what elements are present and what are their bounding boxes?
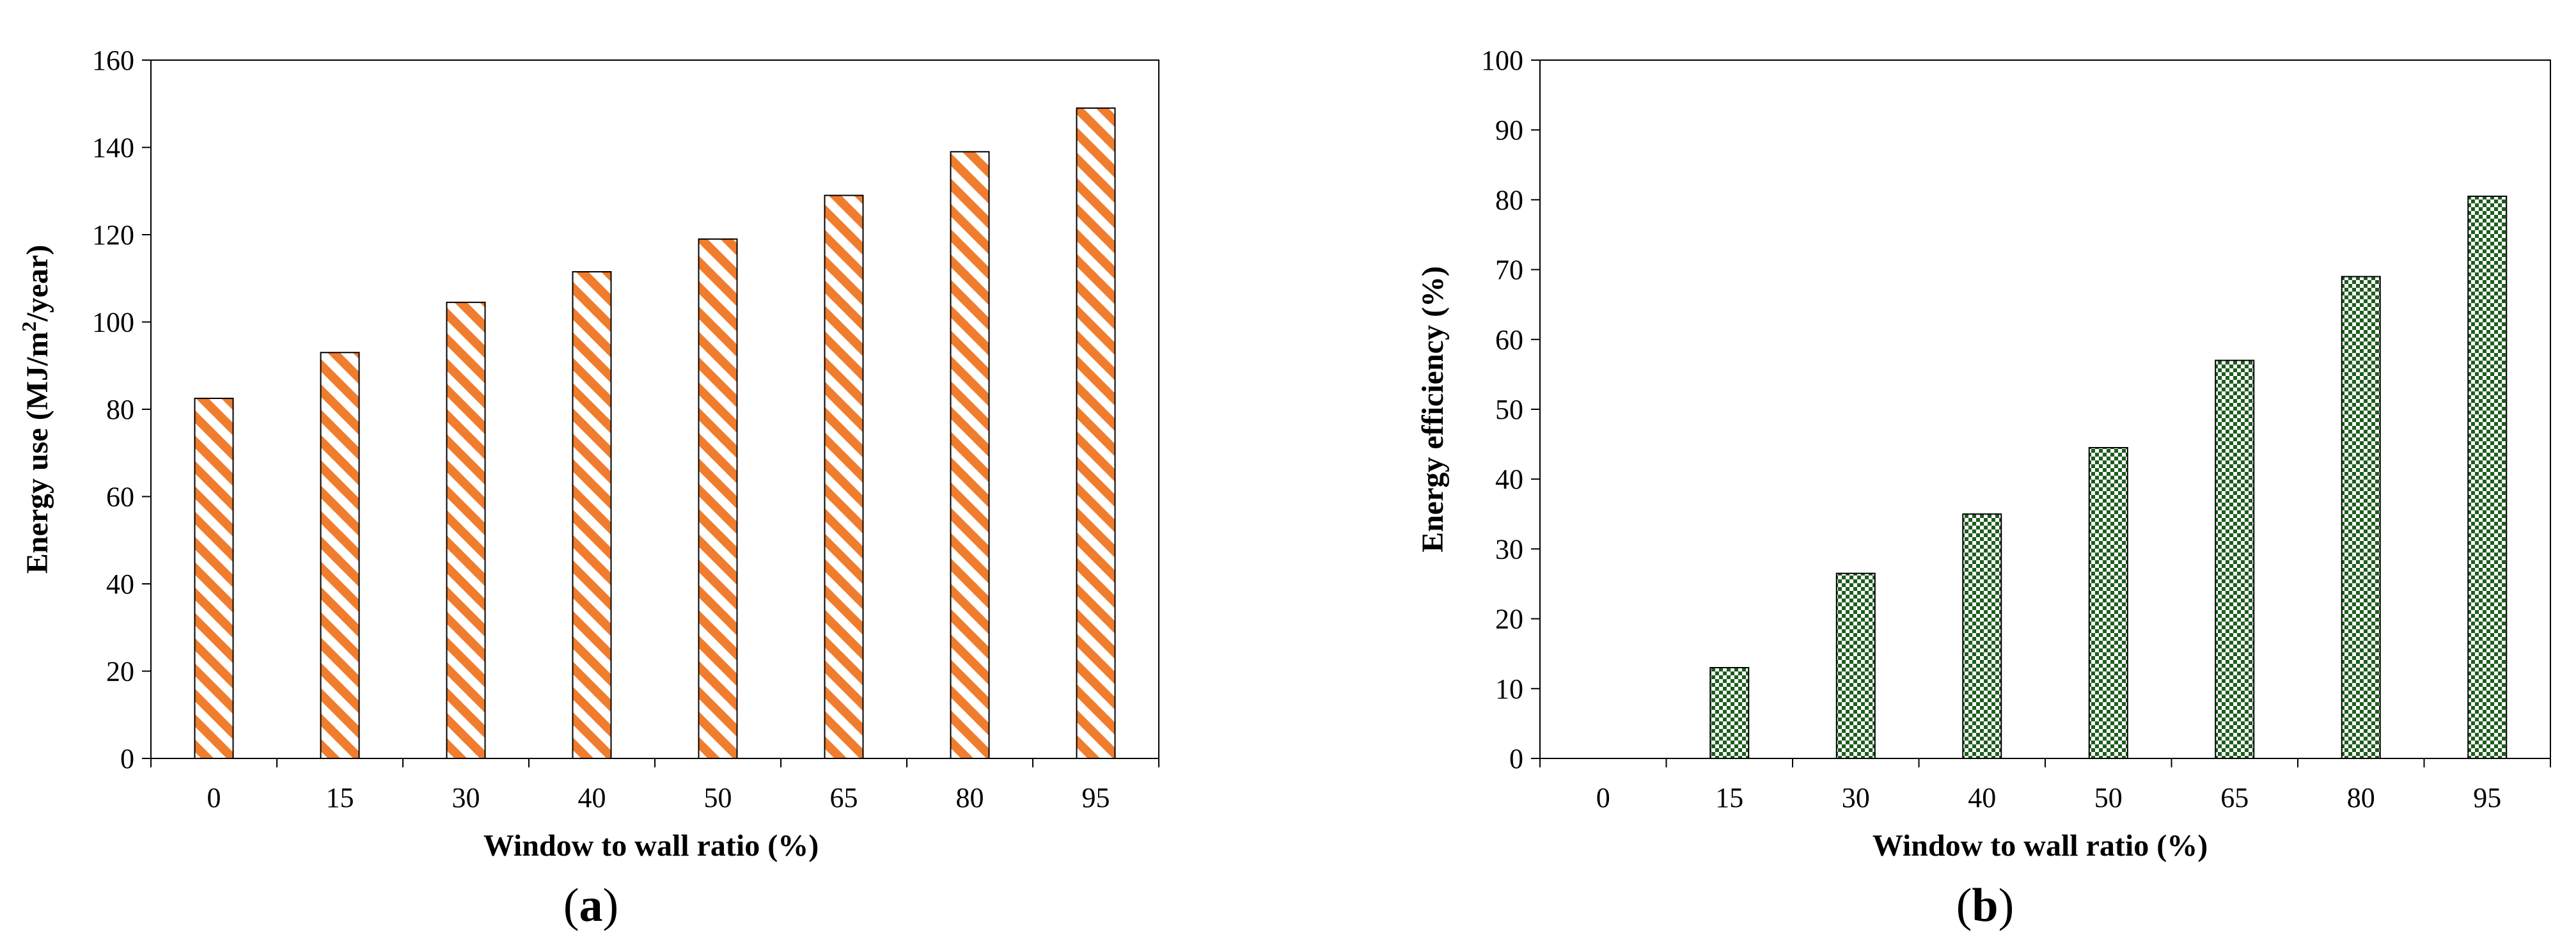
- bar-a-80: [950, 151, 990, 759]
- x-ticks-b: 0 15 30 40 50 65 80 95: [1539, 758, 2551, 813]
- x-tick-label: 65: [2220, 782, 2249, 813]
- bar-b-40: [1962, 513, 2002, 759]
- x-tick-label: 40: [578, 782, 606, 813]
- x-tick-label: 0: [207, 782, 221, 813]
- bar-a-30: [446, 301, 486, 760]
- y-tick-label: 80: [1495, 184, 1523, 216]
- x-tick-label: 30: [452, 782, 480, 813]
- y-tick-label: 100: [1481, 45, 1523, 76]
- y-tick-label: 90: [1495, 114, 1523, 146]
- y-tick-label: 80: [106, 394, 134, 425]
- axes-a: [150, 59, 1159, 759]
- plot-frame-b: [1539, 59, 2551, 759]
- plot-frame-a: [150, 59, 1159, 759]
- x-tick-label: 30: [1842, 782, 1870, 813]
- bars-a: [194, 107, 1116, 760]
- y-tick-label: 10: [1495, 673, 1523, 705]
- x-tick-label: 80: [956, 782, 984, 813]
- bar-a-15: [320, 352, 360, 759]
- bar-b-65: [2215, 359, 2255, 759]
- y-tick-label: 60: [106, 482, 134, 513]
- x-axis-title-b: Window to wall ratio (%): [1873, 829, 2208, 863]
- y-tick-label: 70: [1495, 255, 1523, 286]
- bar-b-15: [1709, 667, 1750, 760]
- bar-a-95: [1076, 107, 1116, 759]
- x-tick-label: 50: [704, 782, 732, 813]
- x-tick-label: 15: [1715, 782, 1743, 813]
- y-tick-label: 60: [1495, 324, 1523, 356]
- x-ticks-a: 0 15 30 40 50 65 80 95: [150, 758, 1159, 813]
- bar-a-65: [824, 194, 864, 759]
- y-tick-label: 100: [92, 307, 134, 338]
- bar-b-50: [2088, 447, 2128, 759]
- y-ticks-b: 0 10 20 30 40 50 60 70 80 90 100: [1481, 45, 1540, 774]
- y-tick-label: 40: [1495, 464, 1523, 495]
- y-axis-title-a: Energy use (MJ/m2/year): [17, 245, 54, 574]
- y-tick-label: 20: [1495, 604, 1523, 635]
- bar-b-80: [2341, 276, 2381, 759]
- y-tick-label: 40: [106, 569, 134, 600]
- y-tick-label: 0: [120, 743, 134, 774]
- y-tick-label: 160: [92, 45, 134, 76]
- y-tick-label: 50: [1495, 394, 1523, 425]
- bar-b-30: [1835, 572, 1876, 759]
- panel-label-a: (a): [563, 879, 618, 932]
- x-tick-label: 95: [2473, 782, 2501, 813]
- axes-b: [1539, 59, 2551, 759]
- x-axis-title-a: Window to wall ratio (%): [483, 829, 819, 863]
- bars-b: [1709, 195, 2508, 760]
- bar-a-50: [698, 238, 738, 759]
- x-tick-label: 80: [2347, 782, 2375, 813]
- x-tick-label: 50: [2094, 782, 2123, 813]
- x-tick-label: 40: [1968, 782, 1996, 813]
- chart-panel-b: 0 10 20 30 40 50 60 70 80 90 100 0 15 30 40 50 65 80 95 W…: [1416, 45, 2551, 932]
- chart-panel-a: 0 20 40 60 80 100 120 140 160 0 15 30 40 50 65 80 95 Wi…: [17, 45, 1159, 932]
- y-tick-label: 20: [106, 656, 134, 687]
- x-tick-label: 15: [326, 782, 354, 813]
- y-tick-label: 120: [92, 219, 134, 251]
- panel-label-b: (b): [1956, 879, 2014, 932]
- bar-a-40: [572, 271, 612, 759]
- bar-a-0: [194, 397, 234, 759]
- y-axis-title-b: Energy efficiency (%): [1416, 266, 1450, 553]
- y-tick-label: 30: [1495, 533, 1523, 565]
- y-tick-label: 0: [1509, 743, 1523, 774]
- x-tick-label: 95: [1082, 782, 1110, 813]
- bar-b-95: [2467, 195, 2508, 759]
- y-tick-label: 140: [92, 132, 134, 164]
- y-ticks-a: 0 20 40 60 80 100 120 140 160: [92, 45, 151, 774]
- x-tick-label: 0: [1596, 782, 1610, 813]
- x-tick-label: 65: [830, 782, 858, 813]
